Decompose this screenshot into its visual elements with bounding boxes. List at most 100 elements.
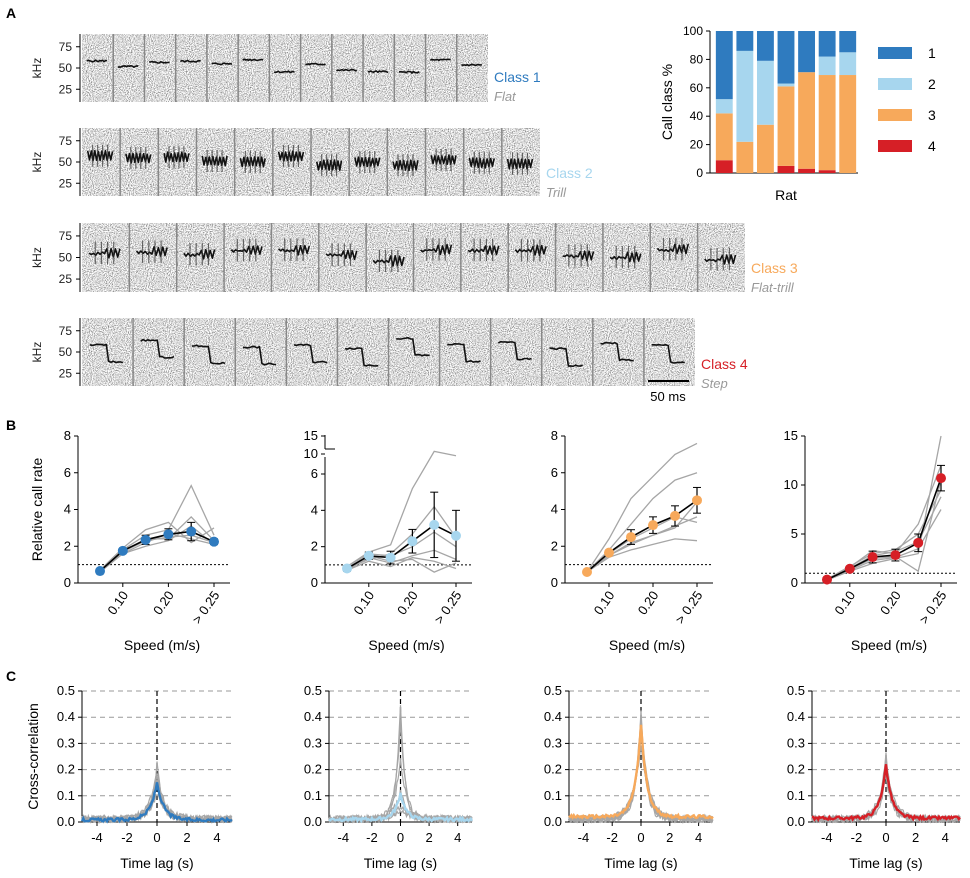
xcorr-x-tick-label: 0 — [397, 830, 404, 845]
xcorr-x-tick-label: -2 — [851, 830, 863, 845]
rate-mean-point — [890, 550, 901, 561]
rate-mean-line — [826, 477, 942, 581]
rate-x-tick-label: 0.10 — [831, 588, 858, 617]
legend-label-class-4: 4 — [928, 138, 936, 154]
call-trace — [230, 245, 263, 255]
stacked-bar-segment-class-3 — [756, 124, 774, 173]
xcorr-x-tick-label: -2 — [121, 830, 133, 845]
legend-swatch-class-4 — [878, 140, 912, 152]
stacked-bar-segment-class-4 — [715, 160, 733, 173]
call-trace — [396, 336, 430, 357]
call-trace — [89, 343, 124, 364]
call-trace — [315, 159, 343, 171]
class-subtitle-3: Flat-trill — [751, 280, 795, 295]
legend-swatch-class-3 — [878, 109, 912, 121]
stacked-bar-segment-class-2 — [818, 56, 836, 76]
rate-y-tick-label: 2 — [551, 538, 558, 553]
stacked-bar-segment-class-2 — [736, 50, 754, 142]
call-trace — [211, 62, 233, 66]
xcorr-y-tick-label: 0.2 — [57, 762, 75, 777]
spectrogram-y-tick-label: 75 — [59, 229, 73, 243]
xcorr-mean-line — [811, 764, 961, 823]
rate-mean-point — [342, 563, 352, 574]
rate-chart-class-1: 0 2 4 6 8 0.10 0.20 > 0.25 Speed (m/s) Relative c… — [29, 428, 230, 653]
rate-mean-point — [385, 552, 396, 563]
rate-chart-class-2: 0 2 4 6 10 15 0.10 0.20 > 0.25 Speed (m/s) — [304, 428, 472, 653]
stacked-bar-segment-class-2 — [715, 99, 733, 114]
stacked-y-tick-label: 80 — [690, 52, 704, 66]
stacked-y-tick-label: 20 — [690, 138, 704, 152]
xcorr-x-label: Time lag (s) — [849, 855, 922, 871]
xcorr-x-tick-label: -2 — [366, 830, 378, 845]
class-subtitle-1: Flat — [494, 89, 517, 104]
spectrogram-y-tick-label: 25 — [59, 366, 73, 380]
xcorr-mean-line — [328, 792, 474, 824]
rate-mean-point — [626, 532, 636, 543]
xcorr-y-tick-label: 0.1 — [57, 788, 75, 803]
stacked-bar-segment-class-3 — [715, 113, 733, 161]
xcorr-y-tick-label: 0.3 — [304, 735, 322, 750]
xcorr-y-tick-label: 0.0 — [544, 814, 562, 829]
xcorr-mean-line — [80, 782, 233, 824]
rate-y-tick-label: 0 — [64, 575, 71, 590]
call-trace — [325, 249, 358, 261]
spectrogram-panel: 75 50 25 kHz Class 1 Flat 75 50 25 kHz Class 2 Tril… — [30, 34, 798, 391]
spectrogram-y-tick-label: 25 — [59, 82, 73, 96]
stacked-bar-segment-class-3 — [798, 72, 816, 169]
rate-mean-point — [117, 545, 128, 556]
xcorr-chart-class-3: 0.0 0.1 0.2 0.3 0.4 0.5 -4 -2 0 2 4 Time lag (s) — [544, 683, 714, 871]
rate-mean-point — [692, 495, 702, 506]
spectrogram-y-tick-label: 75 — [59, 40, 73, 54]
call-trace — [336, 68, 358, 72]
rate-x-label: Speed (m/s) — [368, 637, 444, 653]
xcorr-chart-class-1: 0.0 0.1 0.2 0.3 0.4 0.5 -4 -2 0 2 4 Time lag (s) Cro… — [25, 683, 233, 871]
class-subtitle-2: Trill — [546, 185, 567, 200]
stacked-y-tick-label: 60 — [690, 81, 704, 95]
class-subtitle-4: Step — [701, 376, 728, 391]
call-trace — [242, 345, 277, 366]
rate-individual-line — [586, 516, 698, 573]
call-trace — [163, 151, 190, 163]
spectrogram-y-label: kHz — [30, 58, 44, 79]
xcorr-y-tick-label: 0.2 — [304, 762, 322, 777]
call-trace — [305, 62, 326, 66]
rate-y-tick-label: 15 — [784, 428, 798, 443]
xcorr-x-tick-label: 2 — [183, 830, 190, 845]
call-trace — [344, 347, 379, 367]
call-trace — [549, 347, 583, 368]
call-trace — [86, 149, 114, 162]
rate-mean-point — [429, 519, 440, 530]
call-trace — [497, 340, 532, 361]
rate-individual-line — [586, 501, 698, 573]
legend-swatch-class-1 — [878, 47, 912, 59]
xcorr-x-tick-label: -4 — [821, 830, 833, 845]
rate-x-label: Speed (m/s) — [124, 637, 200, 653]
xcorr-y-tick-label: 0.5 — [787, 683, 805, 698]
xcorr-x-tick-label: -4 — [91, 830, 103, 845]
spectrogram-y-tick-label: 50 — [59, 61, 73, 75]
stacked-bar-segment-class-3 — [777, 86, 795, 166]
spectrogram-y-tick-label: 50 — [59, 155, 73, 169]
rate-individual-line — [346, 556, 457, 571]
stacked-bar-segment-class-1 — [736, 31, 754, 51]
call-trace — [656, 243, 689, 255]
rate-x-tick-label: > 0.25 — [431, 588, 464, 627]
rate-y-tick-label: 0 — [311, 575, 318, 590]
xcorr-y-tick-label: 0.3 — [544, 735, 562, 750]
xcorr-y-tick-label: 0.2 — [544, 762, 562, 777]
spectrogram-y-tick-label: 75 — [59, 134, 73, 148]
spectrogram-y-label: kHz — [30, 342, 44, 363]
call-trace — [467, 245, 500, 256]
xcorr-x-tick-label: -4 — [578, 830, 590, 845]
rate-x-tick-label: 0.20 — [635, 588, 662, 617]
rate-y-tick-label: 10 — [304, 446, 318, 461]
xcorr-x-tick-label: 4 — [695, 830, 702, 845]
rate-y-tick-label: 0 — [551, 575, 558, 590]
rate-mean-point — [844, 563, 855, 574]
call-trace — [651, 343, 685, 364]
stacked-y-tick-label: 0 — [696, 166, 703, 180]
rate-individual-line — [99, 515, 215, 573]
class-label-3: Class 3 — [751, 260, 798, 276]
call-trace — [600, 341, 634, 362]
call-trace — [447, 343, 481, 363]
